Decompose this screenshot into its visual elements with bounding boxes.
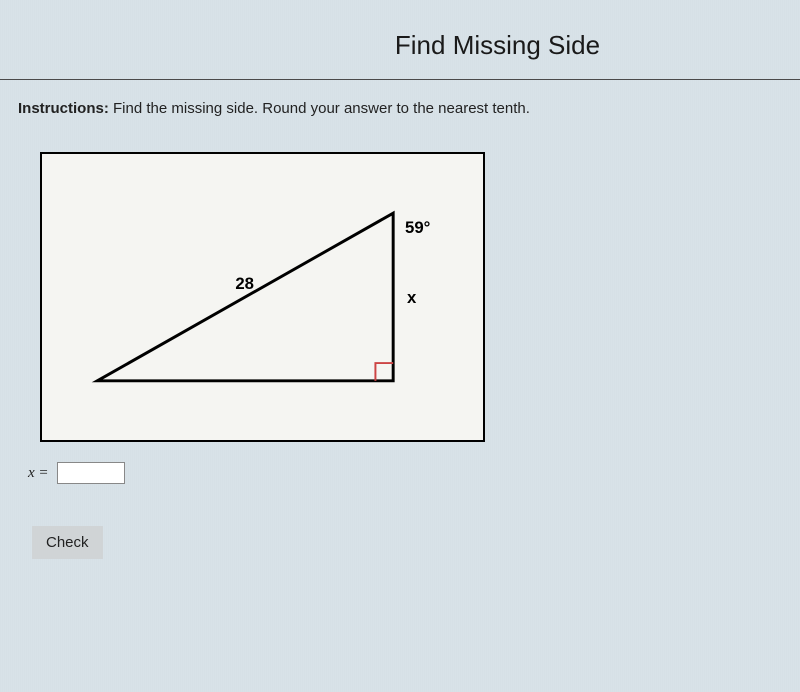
content-area: Instructions: Find the missing side. Rou… bbox=[0, 80, 800, 579]
instructions-text: Find the missing side. Round your answer… bbox=[109, 100, 530, 117]
side-label: x bbox=[407, 288, 417, 307]
check-button[interactable]: Check bbox=[32, 526, 103, 559]
answer-input[interactable] bbox=[57, 462, 125, 484]
answer-row: x = bbox=[28, 462, 782, 484]
figure-container: 28 59° x bbox=[40, 152, 485, 442]
hypotenuse-label: 28 bbox=[235, 274, 254, 293]
instructions: Instructions: Find the missing side. Rou… bbox=[18, 100, 782, 117]
page-title: Find Missing Side bbox=[0, 0, 800, 79]
answer-label: x = bbox=[28, 465, 49, 482]
angle-label: 59° bbox=[405, 218, 430, 237]
triangle-figure: 28 59° x bbox=[42, 154, 483, 440]
right-angle-marker bbox=[375, 363, 393, 381]
instructions-label: Instructions: bbox=[18, 100, 109, 117]
triangle-shape bbox=[97, 213, 393, 381]
